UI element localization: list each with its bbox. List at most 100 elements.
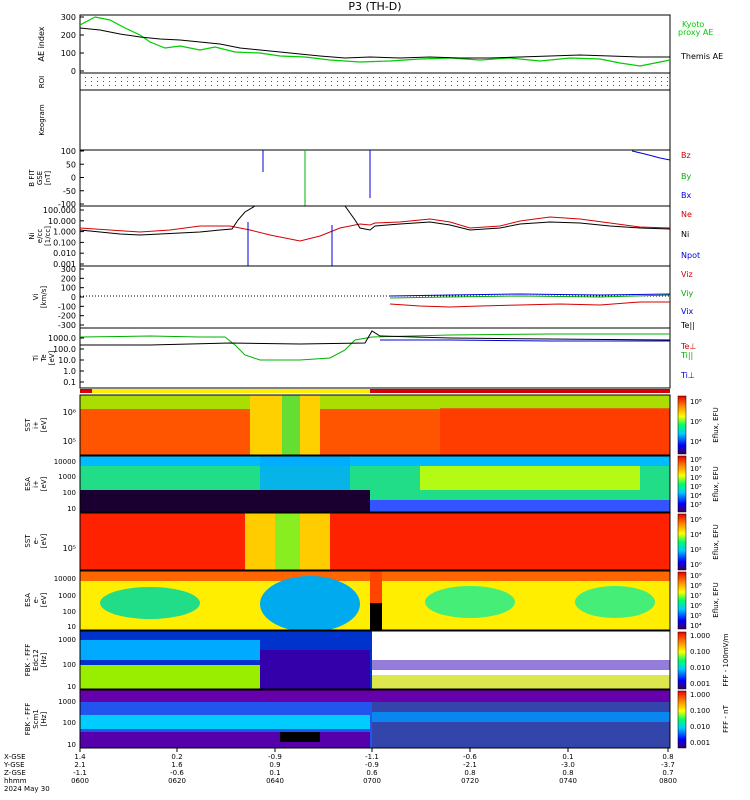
roi-dot	[211, 85, 212, 86]
roi-dot	[475, 85, 476, 86]
roi-dot	[655, 77, 656, 78]
roi-dot	[319, 77, 320, 78]
cbar-sst-ion-label: Eflux, EFU	[712, 407, 720, 442]
roi-dot	[121, 81, 122, 82]
fbk-scm-ylabel-3: [Hz]	[40, 712, 48, 727]
roi-dot	[589, 81, 590, 82]
esa-ion-tick-1: 10000	[54, 458, 76, 466]
ae-tick: 200	[61, 31, 76, 40]
colorbars: Eflux, EFU 10⁸ 10⁶ 10⁴ Eflux, EFU 10⁸ 10…	[677, 395, 730, 749]
esa-ion-tick-3: 100	[63, 489, 76, 497]
esa-electron-ylabel-1: ESA	[24, 593, 32, 607]
fbk-scm-panel: FBK - FFF Scm1 [Hz] 1000 100 10	[24, 689, 671, 749]
sst-ion-tick-1: 10⁶	[63, 408, 76, 417]
roi-dot	[667, 85, 668, 86]
fbk-edc-ylabel-2: Edc12	[32, 649, 40, 671]
roi-dot	[379, 85, 380, 86]
sst-ion-top	[80, 395, 670, 409]
roi-dot	[253, 77, 254, 78]
esa-electron-ylabel-2: e-	[32, 596, 40, 603]
footer-value: 0640	[266, 777, 284, 785]
roi-dot	[445, 77, 446, 78]
esa-electron-gap-2	[370, 571, 382, 603]
roi-dot	[151, 77, 152, 78]
footer-value: 0.6	[366, 769, 378, 777]
roi-dot	[85, 77, 86, 78]
roi-dot	[481, 77, 482, 78]
cbar-fbk-edc-tick-1: 1.000	[690, 632, 710, 640]
roi-dot	[457, 81, 458, 82]
cbar-esa-ion	[677, 455, 687, 513]
density-tick: 0.100	[53, 238, 76, 247]
roi-dot	[583, 81, 584, 82]
roi-dot	[577, 85, 578, 86]
cbar-sst-ion-tick-1: 10⁸	[690, 398, 702, 406]
fbk-edc-left	[80, 640, 260, 660]
roi-dot	[505, 81, 506, 82]
footer-row-label: Y-GSE	[3, 761, 25, 769]
roi-frame	[79, 72, 671, 91]
roi-dot	[331, 77, 332, 78]
footer-value: 0740	[559, 777, 577, 785]
cbar-fbk-edc-tick-2: 0.100	[690, 648, 710, 656]
roi-dot	[451, 85, 452, 86]
roi-dot	[541, 81, 542, 82]
roi-dot	[649, 81, 650, 82]
footer-value: 0.2	[171, 753, 182, 761]
roi-dot	[199, 81, 200, 82]
cbar-sst-ion-tick-2: 10⁶	[690, 418, 702, 426]
roi-dot	[421, 81, 422, 82]
roi-dot	[91, 81, 92, 82]
roi-dot	[295, 81, 296, 82]
roi-dot	[121, 85, 122, 86]
roi-dot	[397, 81, 398, 82]
cbar-fbk-edc-tick-4: 0.001	[690, 680, 710, 688]
esa-ion-mid	[420, 466, 640, 490]
roi-dot	[553, 85, 554, 86]
roi-dot	[235, 85, 236, 86]
roi-dot	[139, 85, 140, 86]
density-tick: 0.001	[53, 260, 76, 269]
roi-dot	[631, 85, 632, 86]
roi-dot	[241, 85, 242, 86]
roi-dot	[169, 77, 170, 78]
roi-dot	[325, 77, 326, 78]
keogram-panel: Keogram	[38, 89, 671, 151]
roi-dot	[481, 81, 482, 82]
roi-dot	[433, 81, 434, 82]
roi-dot	[301, 77, 302, 78]
cbar-esa-ion-label: Eflux, EFU	[712, 466, 720, 501]
kyoto-ae-line	[79, 16, 671, 67]
roi-dot	[115, 85, 116, 86]
roi-dot	[337, 85, 338, 86]
roi-dot	[319, 81, 320, 82]
cbar-esa-electron-label: Eflux, EFU	[712, 582, 720, 617]
roi-dot	[655, 81, 656, 82]
roi-dot	[163, 85, 164, 86]
roi-dot	[457, 85, 458, 86]
cbar-sst-electron-label: Eflux, EFU	[712, 524, 720, 559]
roi-dot	[361, 85, 362, 86]
roi-dot	[505, 85, 506, 86]
roi-dot	[439, 81, 440, 82]
esa-electron-blob-4	[575, 586, 655, 618]
bfield-tick: 50	[66, 160, 76, 169]
roi-dot	[349, 85, 350, 86]
roi-dot	[637, 77, 638, 78]
esa-electron-gap	[370, 603, 382, 630]
roi-dot	[649, 77, 650, 78]
roi-dot	[511, 85, 512, 86]
viy-line	[389, 294, 671, 299]
roi-dot	[109, 81, 110, 82]
roi-dot	[553, 77, 554, 78]
fbk-edc-frame	[79, 630, 671, 690]
roi-dot	[247, 77, 248, 78]
roi-dot	[415, 85, 416, 86]
fbk-scm-mid	[80, 715, 370, 729]
fbk-edc-tick-2: 100	[63, 661, 76, 669]
legend-viy: Viy	[681, 289, 694, 298]
roi-dot	[157, 85, 158, 86]
roi-dot	[301, 81, 302, 82]
roi-dot	[109, 77, 110, 78]
cbar-fbk-scm-tick-2: 0.100	[690, 707, 710, 715]
